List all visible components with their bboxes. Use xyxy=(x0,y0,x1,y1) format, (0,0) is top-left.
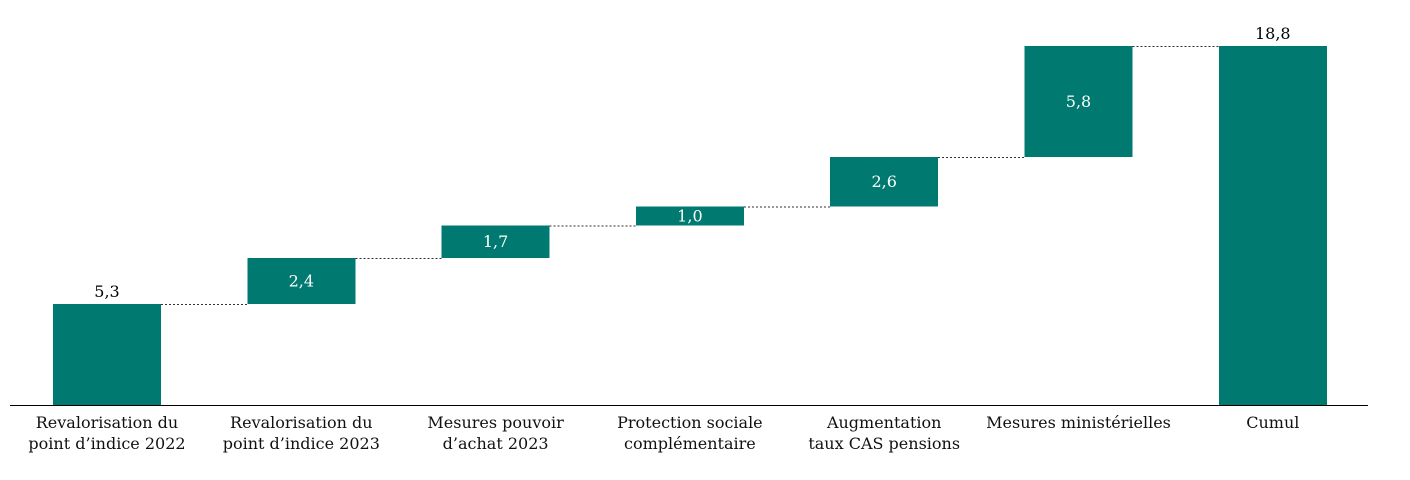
category-label-line: Augmentation xyxy=(826,413,942,432)
bar-4 xyxy=(635,206,744,226)
bar-6 xyxy=(1024,46,1133,157)
category-label-line: Mesures ministérielles xyxy=(986,413,1171,432)
category-label-3: Mesures pouvoir d’achat 2023 xyxy=(427,413,564,453)
bars xyxy=(53,46,1327,405)
value-label-1: 5,3 xyxy=(94,282,119,301)
value-label-3: 1,7 xyxy=(483,232,508,251)
bar-7 xyxy=(1218,46,1327,405)
category-label-line: Mesures pouvoir xyxy=(427,413,564,432)
value-label-2: 2,4 xyxy=(289,271,314,290)
category-label-line: point d’indice 2022 xyxy=(28,434,185,453)
category-label-2: Revalorisation du point d’indice 2023 xyxy=(223,413,380,453)
category-label-6: Mesures ministérielles xyxy=(986,413,1171,432)
category-label-line: Cumul xyxy=(1246,413,1299,432)
value-label-5: 2,6 xyxy=(871,172,896,191)
category-label-line: Revalorisation du xyxy=(230,413,372,432)
value-labels: 5,3 2,4 1,7 1,0 2,6 5,8 18,8 xyxy=(94,24,1290,301)
category-labels: Revalorisation du point d’indice 2022Reva… xyxy=(28,413,1299,453)
category-label-1: Revalorisation du point d’indice 2022 xyxy=(28,413,185,453)
bar-5 xyxy=(830,156,939,207)
category-label-line: complémentaire xyxy=(624,434,756,453)
category-label-7: Cumul xyxy=(1246,413,1299,432)
bar-3 xyxy=(441,225,550,258)
category-label-5: Augmentation taux CAS pensions xyxy=(808,413,960,453)
category-label-line: point d’indice 2023 xyxy=(223,434,380,453)
category-label-line: Revalorisation du xyxy=(36,413,178,432)
category-label-line: d’achat 2023 xyxy=(443,434,549,453)
category-label-line: Protection sociale xyxy=(617,413,763,432)
category-label-4: Protection sociale complémentaire xyxy=(617,413,763,453)
value-label-6: 5,8 xyxy=(1066,92,1091,111)
category-label-line: taux CAS pensions xyxy=(808,434,960,453)
value-label-4: 1,0 xyxy=(677,207,702,226)
bar-2 xyxy=(247,258,356,304)
value-label-7: 18,8 xyxy=(1255,24,1291,43)
bar-1 xyxy=(53,303,161,405)
